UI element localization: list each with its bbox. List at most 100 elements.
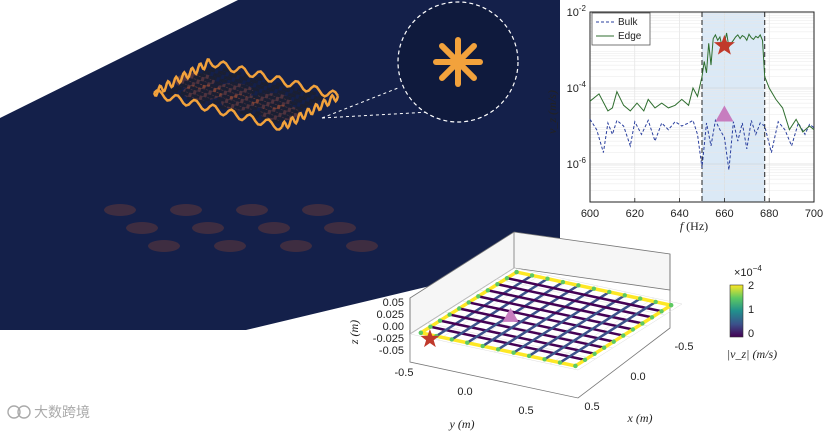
y-tick-label: 0.0 xyxy=(457,386,472,398)
bulk-cell-bar xyxy=(208,94,214,99)
bulk-cell-bar xyxy=(191,86,197,91)
bulk-cell-bar xyxy=(257,84,263,90)
y-tick-label: 10-4 xyxy=(567,80,587,95)
edge-node xyxy=(485,288,491,293)
bulk-cell-bar xyxy=(228,92,234,97)
bulk-cell-bar xyxy=(267,113,273,119)
bulk-cell-bar xyxy=(274,92,280,98)
bulk-cell-bar xyxy=(186,88,192,94)
bulk-cell-bar xyxy=(256,111,262,116)
edge-zigzag xyxy=(280,93,340,130)
bulk-cell-bar xyxy=(296,106,302,111)
y-tick-label: 10-2 xyxy=(567,4,587,19)
bulk-cell-bar xyxy=(276,108,282,114)
edge-node xyxy=(611,339,616,344)
x-tick-label: 620 xyxy=(626,208,644,220)
edge-node xyxy=(630,327,636,332)
edge-node xyxy=(480,343,485,349)
spectrum-x-label: f (Hz) xyxy=(680,219,708,233)
bulk-cell-bar xyxy=(290,101,296,106)
edge-node xyxy=(653,299,658,305)
x-tick-label: 0.5 xyxy=(584,401,599,413)
bulk-cell-bar xyxy=(310,98,316,104)
mode-lattice xyxy=(418,269,674,369)
bulk-cell-bar xyxy=(252,87,258,92)
colorbar: ×10−4 2 1 0 |v_z| (m/s) xyxy=(727,264,777,361)
colorbar-tick-label: 2 xyxy=(748,280,754,292)
star-marker xyxy=(420,329,440,348)
bulk-cell-bar xyxy=(241,110,247,116)
bulk-cell-bar xyxy=(256,76,262,81)
x-tick-label: 680 xyxy=(760,208,778,220)
bulk-cell-bar xyxy=(190,78,196,83)
bulk-cell-bar xyxy=(208,67,214,73)
bulk-cell-bar xyxy=(304,93,310,98)
y-tick-label: 0.5 xyxy=(518,405,533,417)
edge-node xyxy=(621,333,626,338)
reflection-blob xyxy=(126,222,158,234)
edge-node xyxy=(437,318,443,323)
x-tick-label: 640 xyxy=(670,208,688,220)
spectrum-plot: 600 620 640 660 680 700 10-2 10-4 10-6 f (Hz) v… xyxy=(545,4,823,233)
floor-grid-line xyxy=(513,267,683,305)
reflection-blob xyxy=(192,222,224,234)
z-tick-label: -0.025 xyxy=(373,333,404,345)
bulk-cell-bar xyxy=(220,105,226,110)
bulk-cell-bar xyxy=(218,97,224,102)
edge-node xyxy=(649,315,655,320)
bulk-cell-bar xyxy=(294,90,300,95)
legend-bulk-label: Bulk xyxy=(618,17,638,28)
bulk-cell-bar xyxy=(278,90,284,95)
edge-node xyxy=(582,357,588,363)
zoom-connector xyxy=(321,87,399,119)
edge-node xyxy=(542,357,547,362)
edge-node xyxy=(659,309,664,314)
bulk-cell-bar xyxy=(288,85,294,90)
colorbar-tick-label: 0 xyxy=(748,328,754,340)
bulk-cell-bar xyxy=(244,100,250,105)
colorbar-ticks: 2 1 0 xyxy=(748,280,754,340)
bulk-cell-bar xyxy=(194,75,200,80)
lattice-row xyxy=(487,289,643,325)
triangle-marker xyxy=(502,307,519,322)
bulk-cell-bar xyxy=(260,100,266,105)
bulk-cell-bar xyxy=(283,87,289,93)
bulk-cell-bar xyxy=(289,92,295,98)
edge-node xyxy=(640,321,645,326)
y-ticks: -0.5 0.0 0.5 xyxy=(395,367,534,417)
watermark-text: 大数跨境 xyxy=(34,405,90,421)
z-tick-label: -0.05 xyxy=(379,345,404,357)
star-marker xyxy=(713,34,735,55)
bulk-cell-bar xyxy=(216,81,222,86)
reflection-blob xyxy=(324,222,356,234)
edge-node xyxy=(545,276,550,281)
bulk-cell-bar xyxy=(270,103,276,108)
colorbar-gradient xyxy=(729,284,744,338)
edge-node xyxy=(465,340,470,345)
edge-node xyxy=(456,306,462,311)
bulk-cell-bar xyxy=(263,89,269,95)
reflection-blob xyxy=(170,204,202,216)
spectrum-x-ticks: 600 620 640 660 680 700 xyxy=(581,198,823,220)
edge-node xyxy=(418,330,424,335)
bulk-cell-bar xyxy=(268,87,274,92)
bulk-cell-bar xyxy=(287,111,293,117)
bulk-cell-bar xyxy=(272,84,278,90)
lattice-column xyxy=(559,300,657,364)
bulk-cell-bar xyxy=(281,106,287,111)
bulk-cell-bar xyxy=(176,85,182,91)
reflection-blob xyxy=(214,240,246,252)
bulk-cell-bar xyxy=(237,86,243,92)
bulk-cell-bar xyxy=(266,105,272,111)
bulk-cell-bar xyxy=(246,108,252,113)
edge-node xyxy=(495,347,501,352)
bulk-cell-bar xyxy=(223,94,229,100)
bulk-cell-bar xyxy=(222,86,228,92)
reflection-blob xyxy=(104,204,136,216)
legend-edge-label: Edge xyxy=(618,31,642,42)
series-bulk-line xyxy=(589,118,815,170)
bulk-cell-bar xyxy=(197,91,203,97)
bulk-cell-bar xyxy=(306,101,312,106)
bulk-cell-bar xyxy=(199,72,205,78)
